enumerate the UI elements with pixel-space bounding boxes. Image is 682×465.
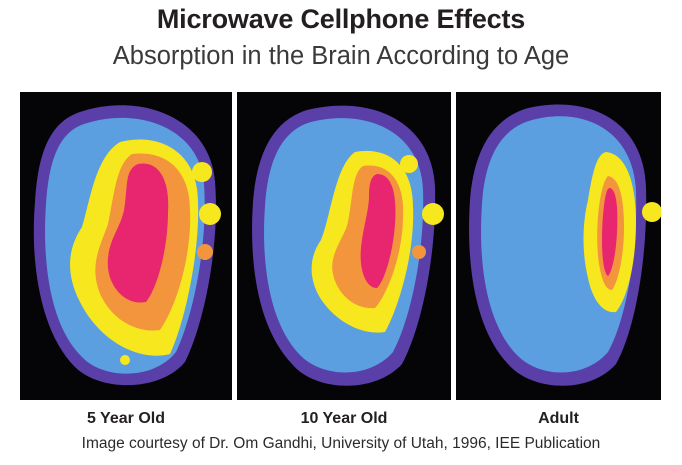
- brain-scan-panels: [20, 92, 661, 403]
- brain-heatmap-10-year-old: [237, 92, 451, 400]
- panel-label-5-year-old: 5 Year Old: [87, 410, 165, 427]
- brain-scan-10-year-old: [237, 92, 451, 400]
- brain-heatmap-adult: [456, 92, 661, 400]
- panel-label-10-year-old: 10 Year Old: [300, 410, 388, 427]
- brain-heatmap-5-year-old: [20, 92, 232, 400]
- panel-label-adult: Adult: [538, 410, 579, 427]
- brain-scan-5-year-old: [20, 92, 232, 400]
- image-credit: Image courtesy of Dr. Om Gandhi, Univers…: [81, 435, 601, 452]
- page-title: Microwave Cellphone Effects: [156, 4, 526, 34]
- brain-scan-adult: [456, 92, 661, 400]
- page-subtitle: Absorption in the Brain According to Age: [112, 42, 570, 70]
